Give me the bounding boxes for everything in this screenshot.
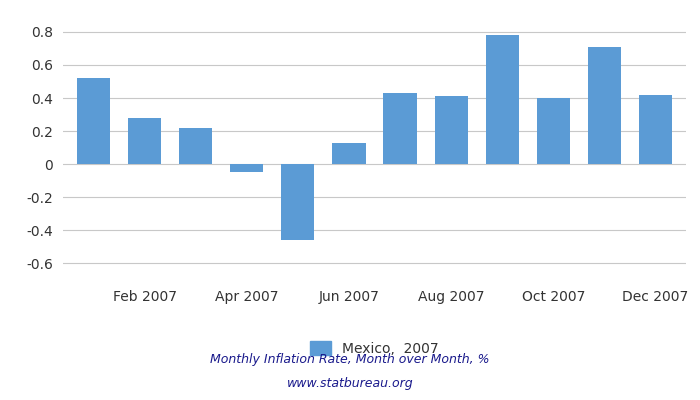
Bar [281, 164, 314, 240]
Bar [537, 98, 570, 164]
Bar [128, 118, 161, 164]
Text: www.statbureau.org: www.statbureau.org [287, 378, 413, 390]
Bar [179, 128, 212, 164]
Bar [486, 35, 519, 164]
Bar [384, 93, 416, 164]
Bar [639, 95, 672, 164]
Bar [435, 96, 468, 164]
Text: Monthly Inflation Rate, Month over Month, %: Monthly Inflation Rate, Month over Month… [210, 354, 490, 366]
Bar [77, 78, 110, 164]
Bar [588, 47, 621, 164]
Legend: Mexico,  2007: Mexico, 2007 [304, 335, 444, 361]
Bar [230, 164, 263, 172]
Bar [332, 143, 365, 164]
